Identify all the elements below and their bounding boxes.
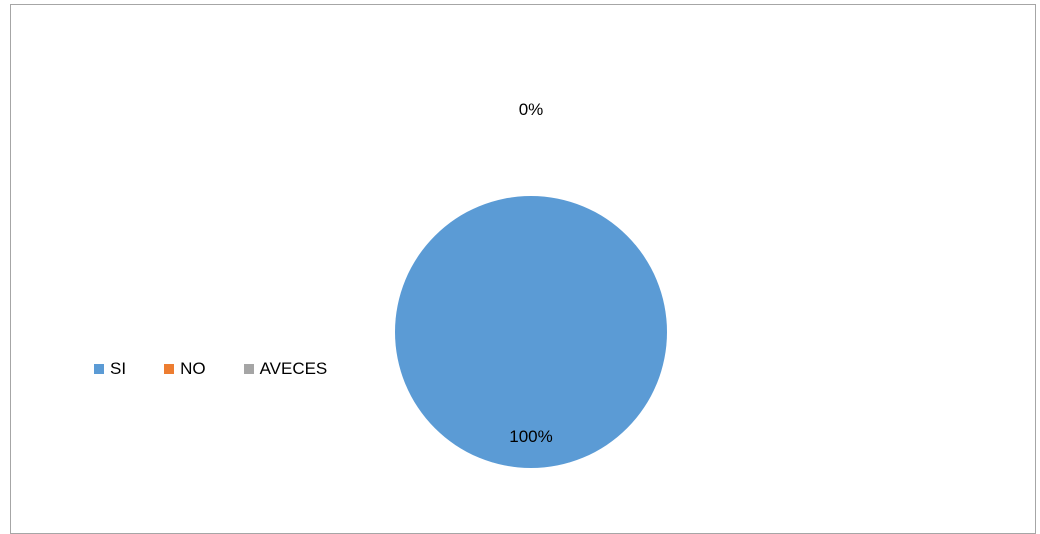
legend-label-aveces: AVECES — [259, 359, 328, 378]
data-label-no: 0% — [519, 100, 544, 119]
legend-entry-no: NO — [164, 359, 206, 379]
data-label-si: 100% — [509, 427, 552, 446]
legend: SI NO AVECES — [94, 359, 365, 379]
pie-slice-si — [395, 196, 667, 468]
legend-entry-aveces: AVECES — [243, 359, 328, 379]
pie-slices — [395, 196, 667, 468]
legend-entry-si: SI — [94, 359, 126, 379]
pie-chart: 100% 0% — [395, 100, 667, 468]
pie-data-labels: 100% 0% — [509, 100, 552, 446]
legend-swatch-aveces — [243, 364, 254, 374]
legend-swatch-si — [94, 364, 104, 374]
legend-label-si: SI — [110, 359, 127, 378]
legend-label-no: NO — [180, 359, 206, 378]
legend-swatch-no — [164, 364, 175, 374]
